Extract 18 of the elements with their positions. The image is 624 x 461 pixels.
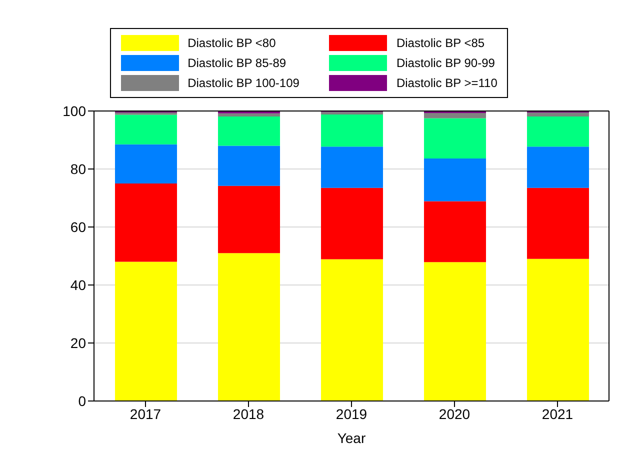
y-tick-label: 0 <box>78 392 86 409</box>
x-tick-label: 2020 <box>438 406 470 422</box>
x-axis-title: Year <box>337 430 366 446</box>
legend-label: Diastolic BP 100-109 <box>188 76 300 90</box>
legend-label: Diastolic BP 85-89 <box>188 56 286 70</box>
y-tick-label: 80 <box>70 160 86 177</box>
y-tick-label: 100 <box>62 102 86 119</box>
y-tick-label: 40 <box>70 276 86 293</box>
x-tick-label: 2019 <box>336 406 368 422</box>
x-tick-label: 2018 <box>232 406 264 422</box>
x-tick-label: 2021 <box>542 406 574 422</box>
legend-label: Diastolic BP 90-99 <box>396 56 495 70</box>
y-tick-label: 60 <box>70 218 86 235</box>
legend-label: Diastolic BP <85 <box>396 36 485 50</box>
legend-label: Diastolic BP >=110 <box>396 76 498 90</box>
y-tick-label: 20 <box>70 334 86 351</box>
x-tick-label: 2017 <box>130 406 162 422</box>
legend-label: Diastolic BP <80 <box>188 36 276 50</box>
